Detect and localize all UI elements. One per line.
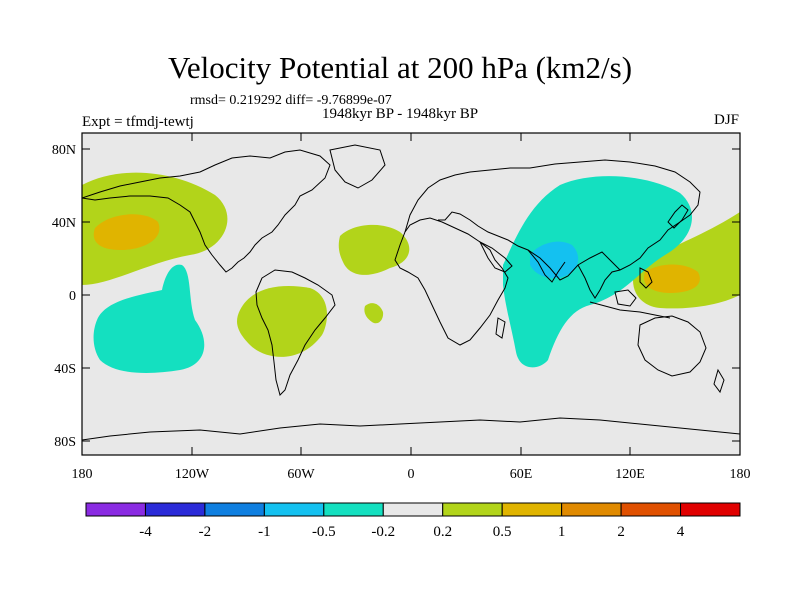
coast-indonesia [589,301,671,319]
contour-asia-negative [503,176,692,368]
plot-subtitle: 1948kyr BP - 1948kyr BP [321,106,479,122]
lon-label-0: 0 [408,467,415,482]
coast-japan [667,204,689,229]
contour-south-pacific-negative [93,264,205,373]
colorbar-box-5 [382,502,444,517]
colorbar-box-4 [323,502,384,517]
lon-label-120e: 120E [615,467,645,482]
lon-ticks [81,133,741,455]
colorbar-label-8: 2 [617,524,625,540]
lon-labels: 180 120W 60W 0 60E 120E 180 [72,467,751,482]
lat-label-0: 0 [69,289,76,304]
colorbar: -4 -2 -1 -0.5 -0.2 0.2 0.5 1 2 4 [85,502,741,540]
coast-south-america [255,269,336,396]
colorbar-box-1 [144,502,206,517]
colorbar-label-9: 4 [677,524,685,540]
coast-greenland [329,144,386,189]
colorbar-box-0 [85,502,146,517]
season-label: DJF [713,112,739,128]
coast-eurasia-north [404,159,701,281]
coast-philippines [639,267,653,289]
coast-north-america [82,149,331,273]
lon-label-180w: 180 [72,467,93,482]
colorbar-label-1: -2 [199,524,212,540]
lon-label-120w: 120W [175,467,210,482]
coast-southeast-asia [577,264,621,299]
coast-india [527,249,566,283]
contour-south-atlantic-positive [364,303,384,324]
lat-labels: 80N 40N 0 40S 80S [52,143,76,450]
experiment-label: Expt = tfmdj-tewtj [82,114,194,130]
colorbar-box-3 [263,502,325,517]
stats-line: rmsd= 0.219292 diff= -9.76899e-07 [190,93,392,108]
plot-title: Velocity Potential at 200 hPa (km2/s) [167,50,633,85]
lat-label-40n: 40N [52,216,76,231]
lat-label-80n: 80N [52,143,76,158]
coast-antarctica [82,417,740,441]
lon-label-60w: 60W [287,467,315,482]
colorbar-label-2: -1 [258,524,271,540]
colorbar-box-9 [620,502,682,517]
coast-arabia [478,240,513,273]
colorbar-box-8 [561,502,622,517]
colorbar-box-2 [204,502,265,517]
coast-new-zealand [713,368,725,394]
contour-atlantic-positive [338,224,410,275]
coast-borneo [614,289,637,307]
coast-europe-africa [394,217,509,346]
colorbar-label-0: -4 [139,524,152,540]
coastlines [82,144,740,441]
lat-label-40s: 40S [54,362,76,377]
colorbar-box-6 [442,502,503,517]
colorbar-label-6: 0.5 [493,524,512,540]
coast-australia [637,315,707,377]
lon-label-180e: 180 [730,467,751,482]
colorbar-label-7: 1 [558,524,566,540]
contour-north-pacific-core [93,214,160,250]
colorbar-label-4: -0.2 [371,524,395,540]
coast-madagascar [495,317,506,339]
lon-label-60e: 60E [510,467,533,482]
lat-label-80s: 80S [54,435,76,450]
colorbar-label-5: 0.2 [433,524,452,540]
colorbar-box-7 [501,502,563,517]
contour-west-pacific-core [643,264,700,293]
colorbar-label-3: -0.5 [312,524,336,540]
contour-south-america-positive [237,286,327,357]
lat-ticks [82,148,740,442]
colorbar-box-10 [680,502,741,517]
